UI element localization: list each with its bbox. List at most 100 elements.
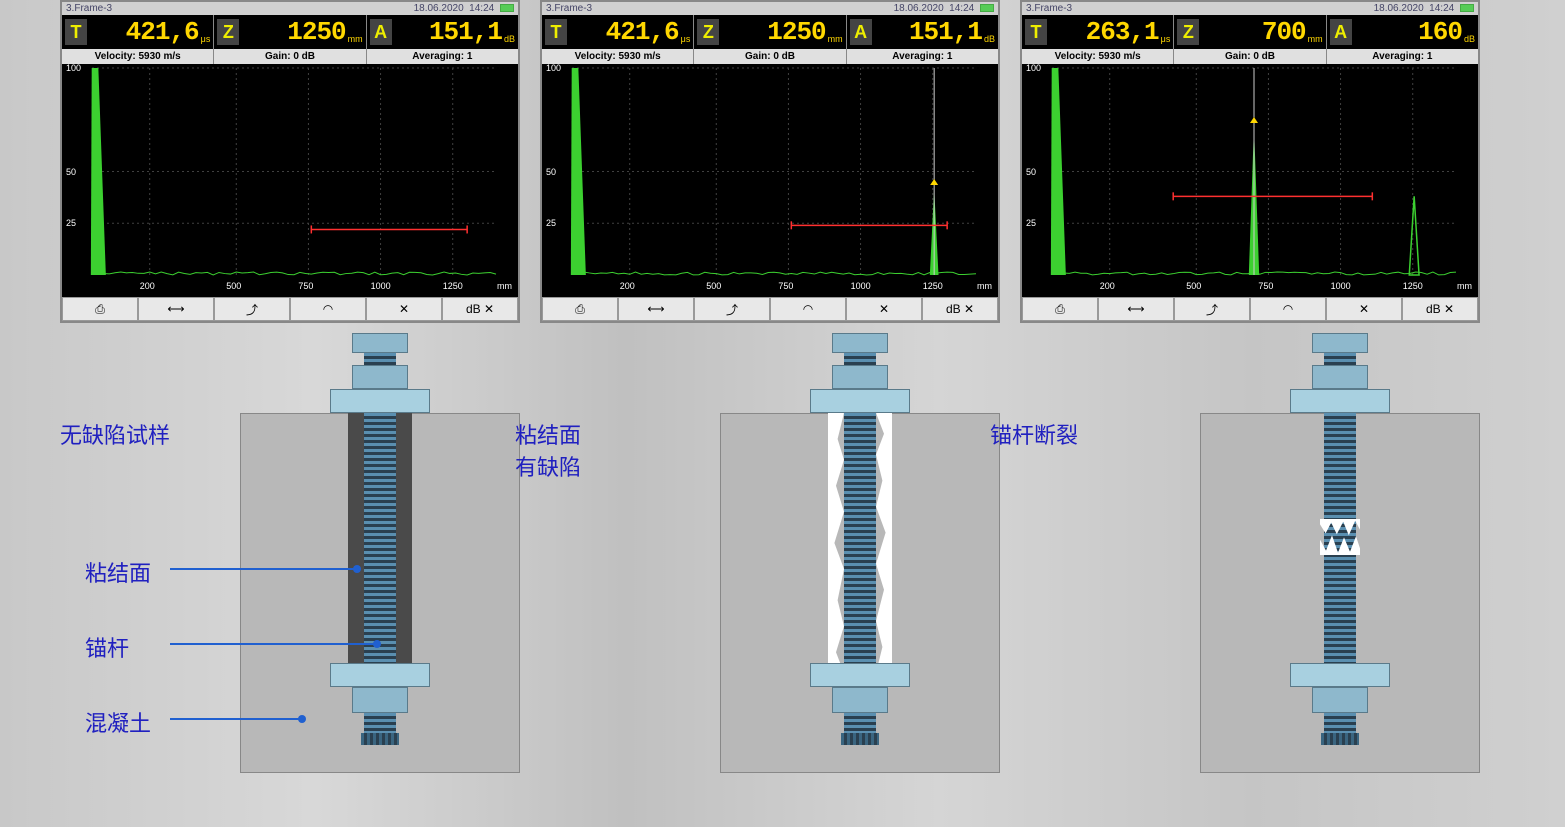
diagram-2: 锚杆断裂: [1020, 333, 1480, 773]
scope-toolbar: ⎙⟷⤴◠✕dB ✕: [542, 297, 998, 321]
diagram-title: 锚杆断裂: [990, 418, 1078, 450]
toolbar-btn-2[interactable]: ⤴: [1174, 297, 1250, 321]
toolbar-btn-5[interactable]: dB ✕: [922, 297, 998, 321]
param-avg: Averaging: 1: [367, 49, 518, 64]
reading-value: 151,1: [875, 17, 982, 47]
date-time: 18.06.2020 14:24: [414, 3, 514, 14]
top-washer: [810, 389, 910, 413]
bottom-washer: [1290, 663, 1390, 687]
reading-A: A160dB: [1327, 15, 1478, 49]
scope-header: 3.Frame-318.06.2020 14:24: [542, 2, 998, 15]
leader-line: [170, 718, 300, 720]
bolt-assembly: [720, 333, 1000, 773]
ascan-plot: 2550100: [62, 64, 518, 279]
grout-left: [348, 413, 364, 673]
reading-icon: Z: [697, 19, 719, 45]
params-row: Velocity: 5930 m/sGain: 0 dBAveraging: 1: [542, 49, 998, 64]
param-avg: Averaging: 1: [847, 49, 998, 64]
bottom-nut: [832, 687, 888, 713]
toolbar-btn-4[interactable]: ✕: [846, 297, 922, 321]
xtick: 750: [778, 281, 793, 291]
toolbar-btn-0[interactable]: ⎙: [542, 297, 618, 321]
scope-toolbar: ⎙⟷⤴◠✕dB ✕: [1022, 297, 1478, 321]
toolbar-btn-3[interactable]: ◠: [770, 297, 846, 321]
ytick: 25: [546, 218, 556, 228]
toolbar-btn-1[interactable]: ⟷: [138, 297, 214, 321]
xtick: 200: [140, 281, 155, 291]
reading-value: 421,6: [90, 17, 199, 47]
ytick: 25: [1026, 218, 1036, 228]
bolt-end: [361, 733, 399, 745]
toolbar-btn-5[interactable]: dB ✕: [442, 297, 518, 321]
toolbar-btn-3[interactable]: ◠: [290, 297, 366, 321]
ytick: 25: [66, 218, 76, 228]
bottom-washer: [810, 663, 910, 687]
xaxis: 20050075010001250mm: [542, 279, 998, 297]
reading-icon: A: [850, 19, 872, 45]
scope-0: 3.Frame-3 18.06.2020 14:24 T421,6μsZ1250m…: [60, 0, 520, 323]
toolbar-btn-0[interactable]: ⎙: [62, 297, 138, 321]
battery-icon: [980, 4, 994, 12]
scope-toolbar: ⎙⟷⤴◠✕dB ✕: [62, 297, 518, 321]
scope-header: 3.Frame-3 18.06.2020 14:24: [62, 2, 518, 15]
reading-icon: A: [370, 19, 392, 45]
xtick: 200: [620, 281, 635, 291]
toolbar-btn-2[interactable]: ⤴: [214, 297, 290, 321]
reading-T: T421,6μs: [542, 15, 694, 49]
frame-label: 3.Frame-3: [66, 3, 112, 14]
reading-icon: T: [65, 19, 87, 45]
toolbar-btn-3[interactable]: ◠: [1250, 297, 1326, 321]
battery-icon: [500, 4, 514, 12]
x-unit: mm: [1457, 281, 1472, 291]
toolbar-btn-4[interactable]: ✕: [366, 297, 442, 321]
toolbar-btn-1[interactable]: ⟷: [618, 297, 694, 321]
reading-unit: dB: [1464, 34, 1475, 44]
reading-A: A151,1dB: [847, 15, 998, 49]
xtick: 500: [1186, 281, 1201, 291]
ytick: 100: [546, 63, 561, 73]
diagram-title: 无缺陷试样: [60, 418, 170, 450]
callout-label: 粘结面: [85, 556, 151, 588]
reading-value: 1250: [242, 17, 345, 47]
reading-Z: Z1250mm: [214, 15, 366, 49]
scope-row: 3.Frame-318.06.2020 14:24 T421,6μsZ1250m…: [0, 0, 1565, 323]
x-unit: mm: [497, 281, 512, 291]
reading-unit: dB: [504, 34, 515, 44]
toolbar-btn-4[interactable]: ✕: [1326, 297, 1402, 321]
xtick: 500: [226, 281, 241, 291]
reading-unit: μs: [681, 34, 691, 44]
param-gain: Gain: 0 dB: [214, 49, 366, 64]
reading-icon: T: [1025, 19, 1047, 45]
reading-icon: A: [1330, 19, 1352, 45]
bottom-nut: [352, 687, 408, 713]
toolbar-btn-5[interactable]: dB ✕: [1402, 297, 1478, 321]
frame-label: 3.Frame-3: [1026, 3, 1072, 14]
toolbar-btn-0[interactable]: ⎙: [1022, 297, 1098, 321]
param-velocity: Velocity: 5930 m/s: [1022, 49, 1174, 64]
toolbar-btn-1[interactable]: ⟷: [1098, 297, 1174, 321]
reading-T: T421,6μs: [62, 15, 214, 49]
xtick: 200: [1100, 281, 1115, 291]
param-gain: Gain: 0 dB: [694, 49, 846, 64]
readings: T421,6μsZ1250mmA151,1dB: [62, 15, 518, 49]
reading-unit: μs: [1161, 34, 1171, 44]
reading-value: 421,6: [570, 17, 679, 47]
reading-value: 1250: [722, 17, 825, 47]
reading-unit: mm: [1308, 34, 1323, 44]
top-nut: [1312, 333, 1368, 353]
reading-value: 263,1: [1050, 17, 1159, 47]
bolt-end: [1321, 733, 1359, 745]
xtick: 500: [706, 281, 721, 291]
xtick: 750: [1258, 281, 1273, 291]
top-nut: [352, 333, 408, 353]
leader-line: [170, 568, 355, 570]
date-time: 18.06.2020 14:24: [894, 3, 994, 14]
ascan-plot: 2550100: [542, 64, 998, 279]
callout-label: 锚杆: [85, 631, 129, 663]
param-avg: Averaging: 1: [1327, 49, 1478, 64]
reading-value: 160: [1355, 17, 1462, 47]
reading-Z: Z700mm: [1174, 15, 1326, 49]
diagram-0: 无缺陷试样粘结面锚杆混凝土: [60, 333, 520, 773]
reading-unit: mm: [348, 34, 363, 44]
toolbar-btn-2[interactable]: ⤴: [694, 297, 770, 321]
